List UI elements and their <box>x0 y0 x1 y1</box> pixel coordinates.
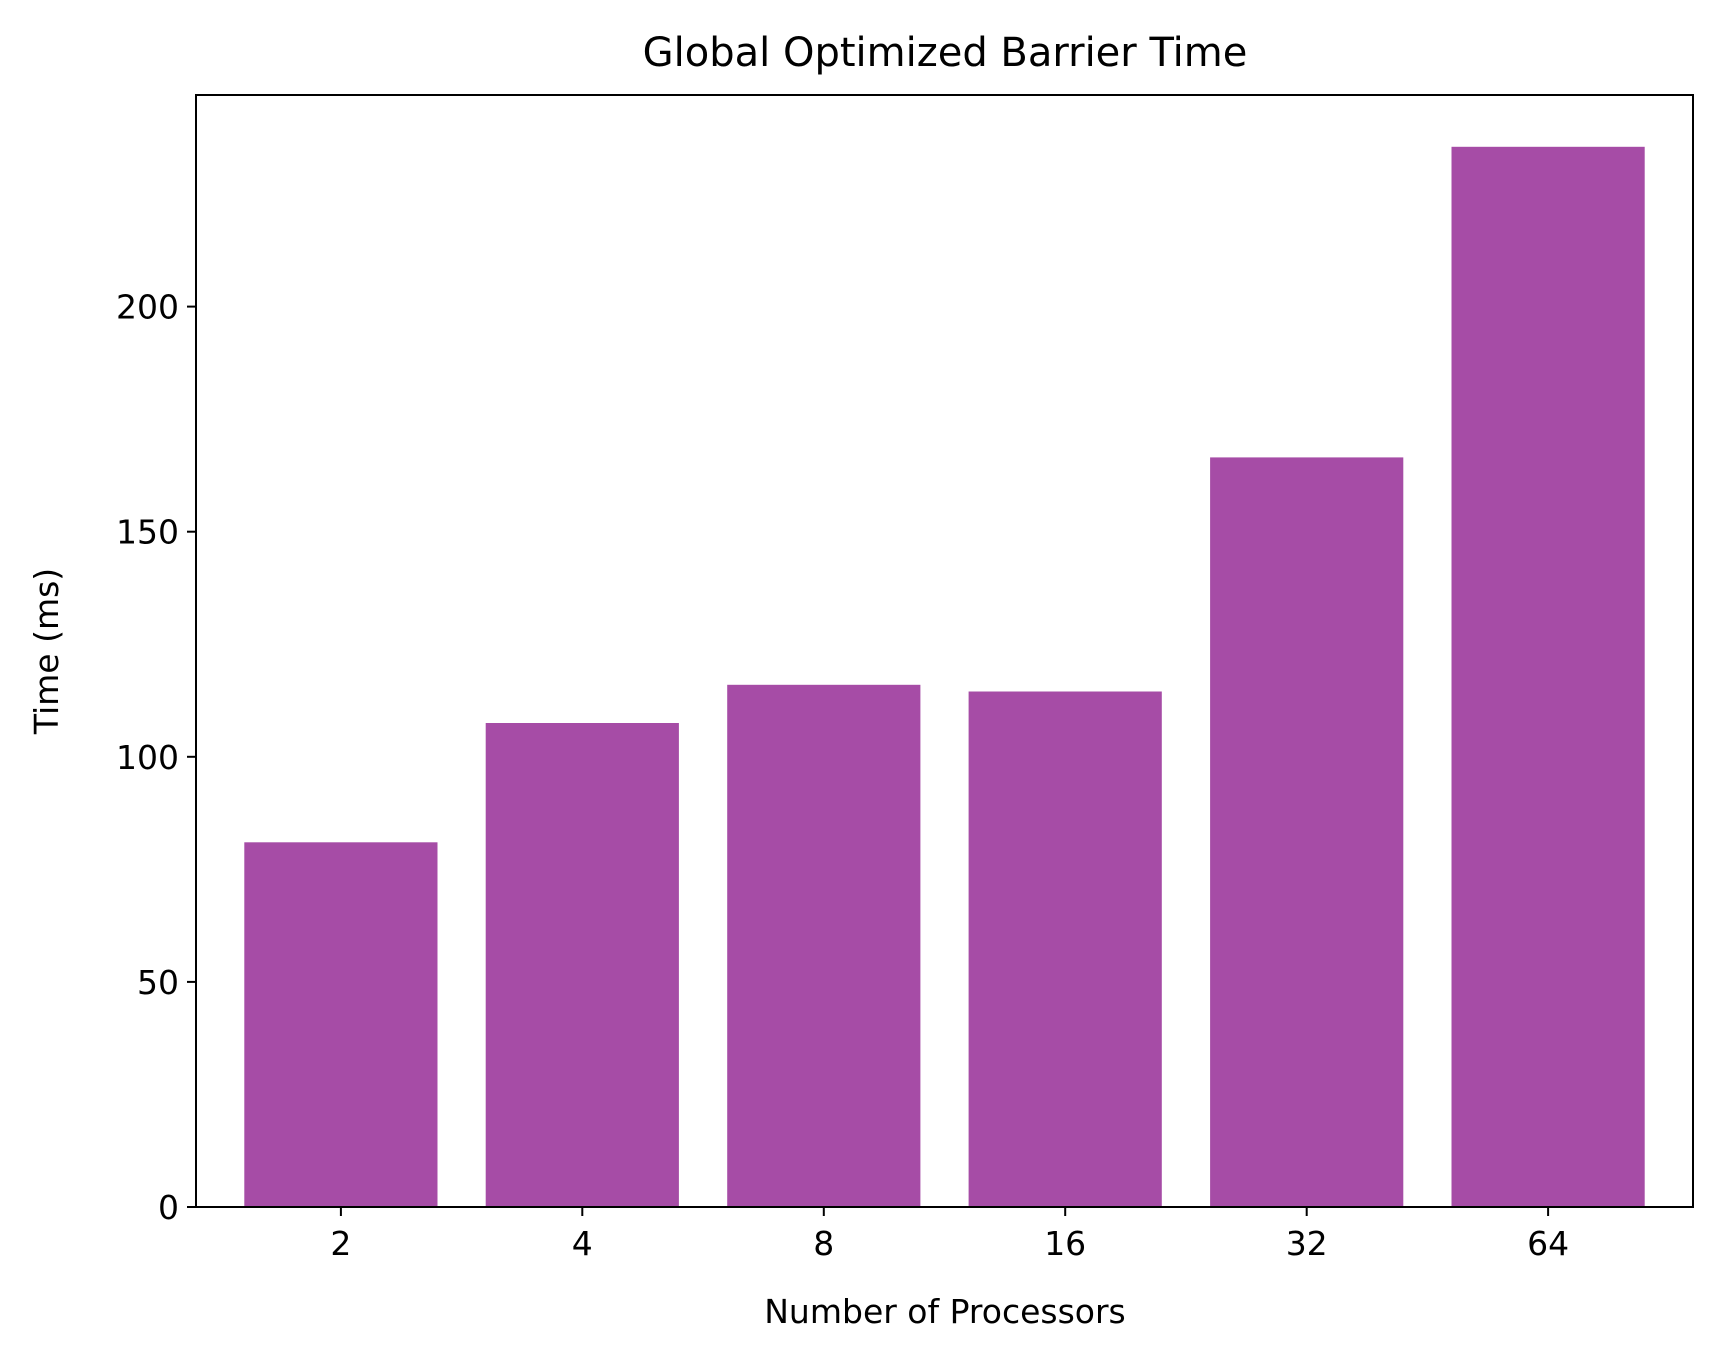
x-tick-label: 16 <box>1044 1224 1086 1263</box>
y-tick-label: 200 <box>116 288 179 327</box>
x-axis-ticks: 2 4 8 16 32 64 <box>330 1207 1569 1263</box>
plot-area-frame <box>195 94 1694 1208</box>
x-tick-label: 8 <box>813 1224 834 1263</box>
bar-2 <box>244 842 438 1207</box>
x-tick-label: 64 <box>1527 1224 1569 1263</box>
bars-group <box>244 146 1645 1207</box>
bar-4 <box>485 723 679 1207</box>
bar-16 <box>968 691 1162 1207</box>
bar-64 <box>1451 146 1645 1207</box>
y-tick-label: 100 <box>116 738 179 777</box>
y-tick-label: 0 <box>158 1188 179 1227</box>
x-tick-label: 2 <box>330 1224 351 1263</box>
bar-32 <box>1210 457 1404 1207</box>
x-axis-label: Number of Processors <box>764 1292 1126 1331</box>
chart-title: Global Optimized Barrier Time <box>643 30 1248 76</box>
y-tick-label: 150 <box>116 513 179 552</box>
x-tick-label: 4 <box>572 1224 593 1263</box>
y-tick-label: 50 <box>137 963 179 1002</box>
y-axis-ticks: 0 50 100 150 200 <box>116 288 196 1227</box>
bar-8 <box>727 684 921 1207</box>
y-axis-label: Time (ms) <box>27 568 66 735</box>
x-tick-label: 32 <box>1286 1224 1328 1263</box>
